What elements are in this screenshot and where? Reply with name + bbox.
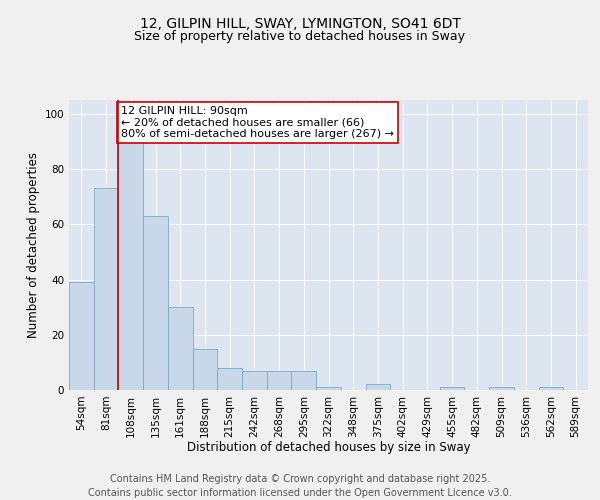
Text: Contains HM Land Registry data © Crown copyright and database right 2025.
Contai: Contains HM Land Registry data © Crown c… (88, 474, 512, 498)
Bar (242, 370, 267, 390)
Text: 12, GILPIN HILL, SWAY, LYMINGTON, SO41 6DT: 12, GILPIN HILL, SWAY, LYMINGTON, SO41 6… (139, 18, 461, 32)
Bar (292, 370, 316, 390)
Bar (440, 387, 464, 390)
Bar (118, 122, 143, 390)
Bar (365, 384, 390, 390)
Bar (316, 387, 341, 390)
Bar (267, 370, 292, 390)
Bar (217, 368, 242, 390)
Bar (489, 387, 514, 390)
Bar (168, 307, 193, 390)
Bar (539, 387, 563, 390)
X-axis label: Distribution of detached houses by size in Sway: Distribution of detached houses by size … (187, 441, 470, 454)
Text: 12 GILPIN HILL: 90sqm
← 20% of detached houses are smaller (66)
80% of semi-deta: 12 GILPIN HILL: 90sqm ← 20% of detached … (121, 106, 394, 138)
Bar (69, 282, 94, 390)
Y-axis label: Number of detached properties: Number of detached properties (28, 152, 40, 338)
Bar (143, 216, 168, 390)
Bar (94, 188, 118, 390)
Text: Size of property relative to detached houses in Sway: Size of property relative to detached ho… (134, 30, 466, 43)
Bar (193, 348, 217, 390)
